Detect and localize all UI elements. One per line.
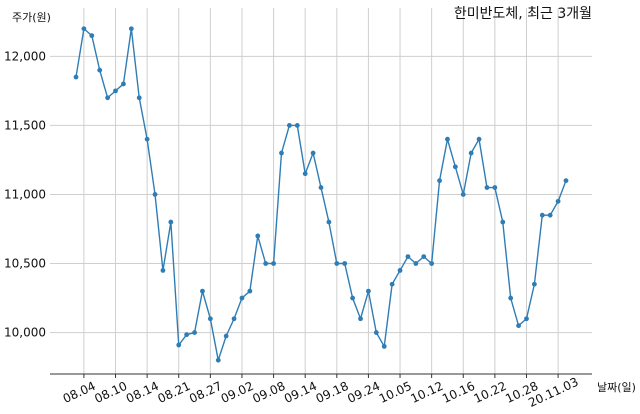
data-point — [231, 316, 237, 322]
data-point — [413, 261, 419, 266]
y-axis-title: 주가(원) — [12, 11, 51, 24]
data-point — [223, 333, 229, 339]
data-point — [279, 150, 284, 156]
data-point — [176, 342, 182, 348]
data-point — [524, 316, 529, 322]
data-point — [516, 323, 521, 329]
data-point — [484, 185, 490, 190]
data-point — [73, 74, 79, 80]
data-point — [89, 33, 95, 39]
data-point — [358, 316, 363, 322]
data-point — [389, 281, 395, 287]
data-point — [184, 332, 190, 338]
data-point — [437, 178, 442, 184]
data-point — [476, 136, 482, 142]
data-point — [429, 261, 435, 266]
data-point — [318, 185, 324, 190]
data-point — [492, 185, 498, 190]
y-tick-label: 10,000 — [4, 326, 46, 340]
data-point — [531, 281, 537, 287]
y-tick-labels: 10,000 10,500 11,000 11,500 12,000 — [4, 49, 46, 339]
data-point — [342, 261, 348, 266]
data-point — [255, 233, 261, 239]
data-point — [366, 288, 371, 294]
y-tick-label: 10,500 — [4, 257, 46, 271]
data-point — [452, 164, 458, 170]
data-point — [547, 212, 553, 218]
y-tick-label: 12,000 — [4, 49, 46, 63]
data-point — [460, 192, 466, 197]
grid-lines — [50, 8, 592, 374]
data-point — [508, 295, 514, 301]
x-axis-title: 날짜(일) — [597, 380, 636, 394]
data-point — [97, 67, 103, 73]
data-point — [405, 254, 411, 260]
data-point — [563, 178, 569, 184]
data-point — [381, 343, 387, 349]
data-point — [539, 212, 545, 218]
data-point — [271, 261, 276, 266]
y-tick-label: 11,500 — [4, 118, 46, 132]
data-point — [192, 330, 197, 335]
data-point — [555, 198, 561, 204]
data-point — [136, 95, 142, 101]
data-point — [207, 316, 213, 322]
data-point — [215, 357, 221, 363]
data-point — [128, 26, 134, 32]
data-point — [373, 330, 379, 335]
data-point — [200, 288, 205, 294]
x-tick-labels: 08.0408.1008.1408.2108.2709.0209.0809.14… — [61, 374, 581, 410]
data-point — [247, 288, 253, 294]
data-point — [113, 88, 118, 94]
data-point — [152, 192, 158, 197]
price-series — [73, 26, 569, 363]
data-point — [468, 150, 474, 156]
data-point — [239, 295, 245, 301]
data-point — [421, 254, 427, 260]
data-point — [445, 136, 450, 142]
data-point — [294, 122, 300, 128]
data-point — [121, 81, 126, 87]
y-tick-label: 11,000 — [4, 187, 46, 201]
data-point — [105, 95, 111, 101]
data-point — [397, 268, 403, 273]
data-point — [286, 122, 292, 128]
data-point — [168, 219, 174, 225]
data-point — [144, 136, 150, 142]
data-point — [160, 268, 166, 273]
data-point — [500, 219, 506, 225]
data-point — [310, 150, 316, 156]
data-point — [263, 261, 269, 266]
data-point — [326, 219, 332, 225]
data-point — [350, 295, 356, 301]
data-point — [81, 26, 87, 32]
data-point — [302, 171, 308, 177]
chart-title: 한미반도체, 최근 3개월 — [454, 6, 592, 22]
data-point — [334, 261, 340, 266]
